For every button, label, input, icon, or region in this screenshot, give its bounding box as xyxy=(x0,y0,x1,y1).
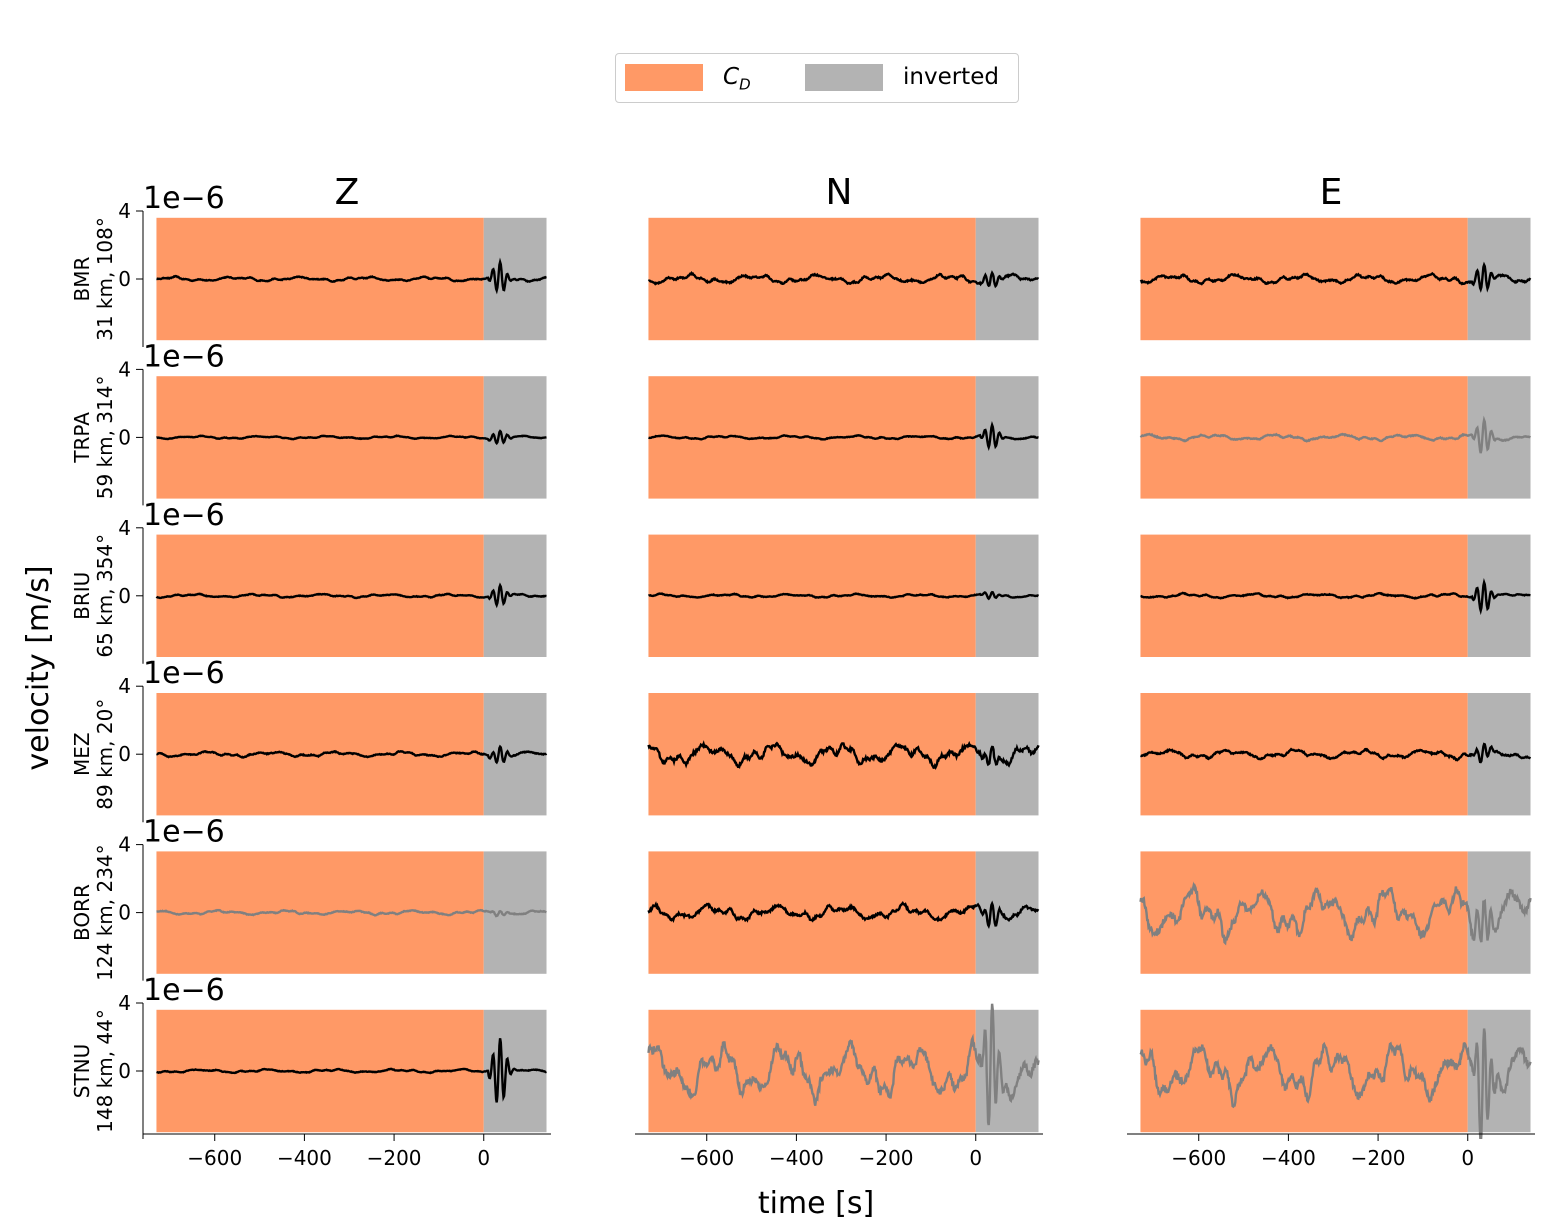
noise-window-mez-n xyxy=(648,693,976,816)
x-tick-label: −200 xyxy=(1351,1146,1406,1170)
x-tick-label: −200 xyxy=(367,1146,422,1170)
trace-stnu-e xyxy=(1139,1028,1532,1139)
y-scale-label: 1e−6 xyxy=(143,498,225,533)
station-name: MEZ xyxy=(70,732,94,776)
trace-stnu-n xyxy=(647,1003,1040,1126)
x-tick-label: −200 xyxy=(859,1146,914,1170)
trace-borr-e xyxy=(1139,881,1532,946)
x-tick-label: 0 xyxy=(477,1146,490,1170)
y-tick-label: 0 xyxy=(118,267,131,291)
y-axis-label: velocity [m/s] xyxy=(21,565,56,770)
y-scale-label: 1e−6 xyxy=(143,815,225,850)
station-name: BORR xyxy=(70,884,94,941)
station-label-briu: BRIU65 km, 354° xyxy=(70,534,117,658)
y-tick-label: 0 xyxy=(118,425,131,449)
station-name: TRPA xyxy=(70,412,94,464)
x-tick-label: −400 xyxy=(1261,1146,1316,1170)
station-label-bmr: BMR31 km, 108° xyxy=(70,217,117,341)
trace-briu-e xyxy=(1140,578,1531,616)
station-name: STNU xyxy=(70,1044,94,1099)
station-info: 89 km, 20° xyxy=(93,699,117,810)
trace-trpa-e xyxy=(1139,415,1531,454)
legend-label-inverted: inverted xyxy=(903,64,999,90)
legend-swatch-inverted xyxy=(805,64,883,91)
station-name: BRIU xyxy=(70,572,94,620)
y-tick-label: 4 xyxy=(118,674,131,698)
y-tick-label: 4 xyxy=(118,991,131,1015)
trace-borr-n xyxy=(647,900,1040,929)
x-tick-label: −600 xyxy=(187,1146,242,1170)
station-info: 148 km, 44° xyxy=(93,1009,117,1133)
y-scale-label: 1e−6 xyxy=(143,656,225,691)
y-scale-label: 1e−6 xyxy=(143,339,225,374)
trace-mez-z xyxy=(156,744,548,765)
station-label-borr: BORR124 km, 234° xyxy=(70,844,117,980)
legend: CD inverted xyxy=(615,53,1019,103)
station-label-stnu: STNU148 km, 44° xyxy=(70,1009,117,1133)
y-tick-label: 0 xyxy=(118,1059,131,1083)
trace-mez-e xyxy=(1140,742,1532,764)
y-scale-label: 1e−6 xyxy=(143,973,225,1008)
trace-briu-n xyxy=(647,590,1040,601)
component-title-z: Z xyxy=(335,172,360,213)
y-tick-label: 0 xyxy=(118,584,131,608)
y-tick-label: 4 xyxy=(118,516,131,540)
noise-window-bmr-e xyxy=(1140,217,1468,341)
y-tick-label: 4 xyxy=(118,357,131,381)
inverted-window-mez-e xyxy=(1467,693,1531,816)
legend-label-cd: CD xyxy=(723,64,751,94)
station-info: 124 km, 234° xyxy=(93,844,117,980)
station-label-trpa: TRPA59 km, 314° xyxy=(70,376,117,500)
y-scale-label: 1e−6 xyxy=(143,181,225,216)
station-info: 59 km, 314° xyxy=(93,376,117,500)
trace-trpa-z xyxy=(156,429,547,446)
trace-trpa-n xyxy=(648,421,1039,452)
x-tick-label: −600 xyxy=(1171,1146,1226,1170)
x-tick-label: 0 xyxy=(1461,1146,1474,1170)
trace-bmr-e xyxy=(1139,261,1532,293)
station-label-mez: MEZ89 km, 20° xyxy=(70,699,117,810)
trace-mez-n xyxy=(647,740,1040,771)
y-tick-label: 0 xyxy=(118,742,131,766)
station-name: BMR xyxy=(70,256,94,301)
x-axis-label: time [s] xyxy=(758,1186,874,1221)
station-info: 65 km, 354° xyxy=(93,534,117,658)
legend-swatch-cd xyxy=(625,64,703,91)
station-info: 31 km, 108° xyxy=(93,217,117,341)
y-tick-label: 0 xyxy=(118,901,131,925)
noise-window-stnu-n xyxy=(648,1009,976,1133)
trace-briu-z xyxy=(155,582,547,609)
trace-bmr-n xyxy=(647,270,1040,289)
x-tick-label: −600 xyxy=(679,1146,734,1170)
trace-stnu-z xyxy=(156,1038,547,1103)
component-title-n: N xyxy=(826,172,853,213)
component-title-e: E xyxy=(1320,172,1343,213)
x-tick-label: −400 xyxy=(769,1146,824,1170)
x-tick-label: −400 xyxy=(277,1146,332,1170)
x-tick-label: 0 xyxy=(969,1146,982,1170)
y-tick-label: 4 xyxy=(118,199,131,223)
inverted-window-bmr-e xyxy=(1467,217,1531,341)
trace-borr-z xyxy=(156,908,547,918)
trace-bmr-z xyxy=(156,257,547,295)
y-tick-label: 4 xyxy=(118,833,131,857)
